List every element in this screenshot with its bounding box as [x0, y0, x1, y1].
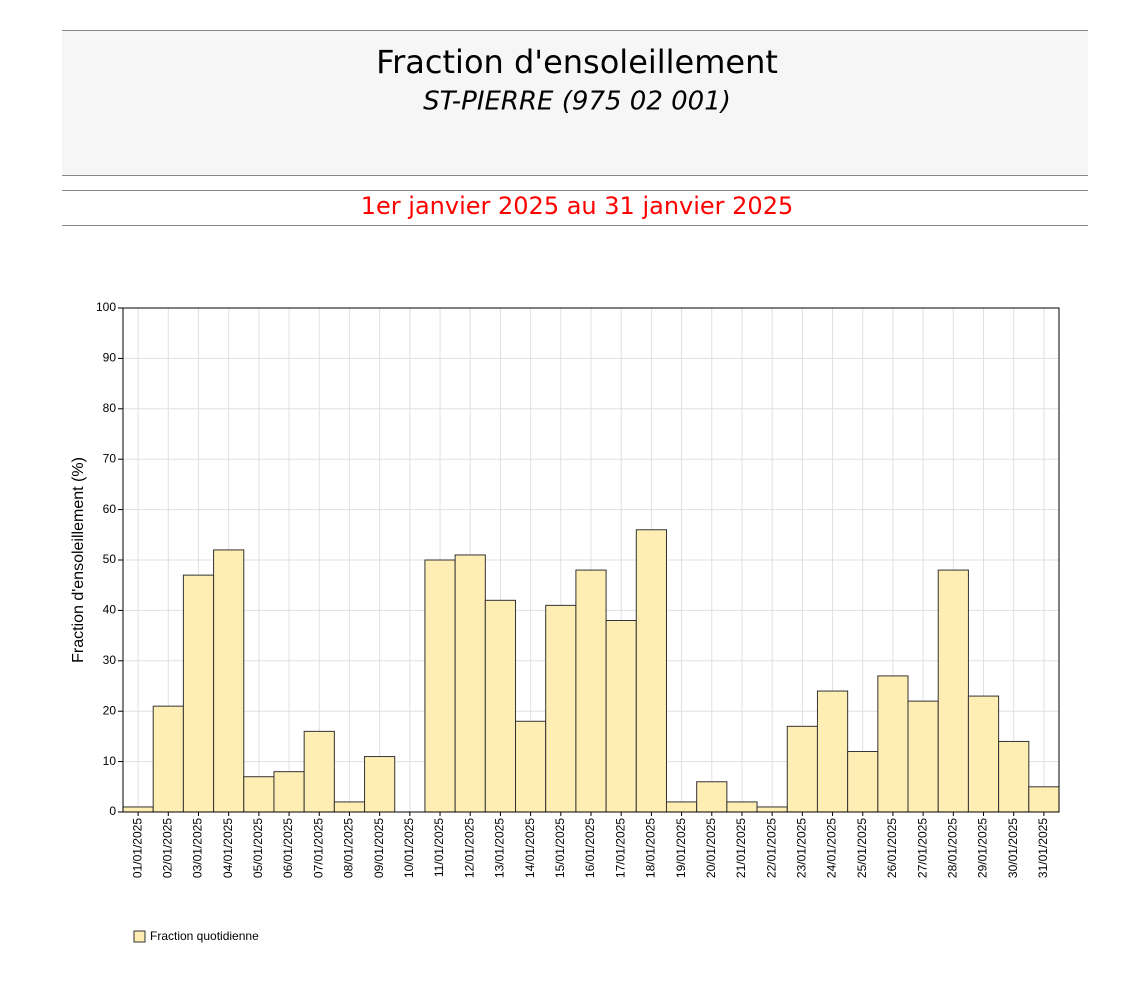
- y-tick-label: 70: [103, 451, 117, 465]
- period: 1er janvier 2025 au 31 janvier 2025: [361, 192, 793, 220]
- x-tick-label: 25/01/2025: [855, 818, 869, 878]
- bar: [545, 604, 577, 813]
- bar: [182, 574, 215, 813]
- x-tick-label: 11/01/2025: [432, 818, 446, 877]
- y-tick-label: 0: [109, 804, 116, 818]
- x-tick-label: 13/01/2025: [493, 818, 507, 878]
- bar: [424, 559, 456, 813]
- y-tick-label: 100: [96, 300, 116, 314]
- bar: [515, 720, 547, 813]
- bar: [333, 801, 366, 813]
- x-tick-label: 05/01/2025: [251, 818, 265, 878]
- x-tick-label: 23/01/2025: [795, 818, 809, 878]
- bar: [847, 751, 879, 813]
- bar: [756, 806, 788, 813]
- x-tick-label: 04/01/2025: [221, 818, 235, 878]
- x-tick-label: 02/01/2025: [160, 818, 174, 878]
- bar: [303, 730, 335, 813]
- x-tick-label: 29/01/2025: [976, 818, 990, 878]
- y-tick-label: 10: [103, 754, 117, 768]
- bar: [484, 599, 517, 813]
- x-tick-label: 09/01/2025: [372, 818, 386, 878]
- y-axis-label: Fraction d'ensoleillement (%): [70, 457, 87, 663]
- bar: [605, 619, 637, 813]
- bar: [122, 806, 154, 813]
- y-tick-label: 90: [103, 351, 117, 365]
- bar: [575, 569, 607, 813]
- x-tick-label: 14/01/2025: [523, 818, 537, 878]
- bar: [967, 695, 1000, 813]
- title: Fraction d'ensoleillement: [376, 43, 778, 81]
- bar: [665, 801, 698, 813]
- x-tick-label: 21/01/2025: [734, 818, 748, 878]
- x-tick-label: 06/01/2025: [281, 818, 295, 878]
- x-tick-label: 15/01/2025: [553, 818, 567, 878]
- x-tick-label: 28/01/2025: [945, 818, 959, 878]
- bar: [998, 740, 1030, 813]
- bar: [786, 725, 818, 813]
- bar: [213, 549, 245, 813]
- x-tick-label: 18/01/2025: [644, 818, 658, 878]
- y-tick-label: 30: [103, 653, 117, 667]
- x-tick-label: 08/01/2025: [342, 818, 356, 878]
- x-tick-label: 16/01/2025: [583, 818, 597, 878]
- y-tick-label: 60: [103, 502, 117, 516]
- x-tick-label: 20/01/2025: [704, 818, 718, 878]
- x-tick-label: 19/01/2025: [674, 818, 688, 878]
- y-tick-label: 40: [103, 603, 117, 617]
- x-tick-label: 22/01/2025: [764, 818, 778, 878]
- x-tick-label: 30/01/2025: [1006, 818, 1020, 878]
- bar: [877, 675, 909, 813]
- x-tick-label: 24/01/2025: [825, 818, 839, 878]
- legend-label: Fraction quotidienne: [150, 929, 259, 943]
- x-tick-label: 26/01/2025: [885, 818, 899, 878]
- bar: [696, 781, 728, 813]
- legend-swatch: [133, 930, 146, 943]
- y-tick-label: 20: [103, 703, 117, 717]
- bar: [364, 756, 396, 813]
- bar: [273, 771, 305, 813]
- x-tick-label: 27/01/2025: [915, 818, 929, 878]
- subtitle: ST-PIERRE (975 02 001): [423, 87, 731, 117]
- x-tick-label: 01/01/2025: [130, 818, 144, 878]
- x-tick-label: 07/01/2025: [311, 818, 325, 878]
- plot-frame: [122, 307, 1060, 813]
- bar: [937, 569, 969, 813]
- bar: [1028, 786, 1060, 813]
- bar: [454, 554, 486, 813]
- y-tick-label: 80: [103, 401, 117, 415]
- bar: [907, 700, 939, 813]
- header-box: [62, 30, 1088, 175]
- x-tick-label: 03/01/2025: [191, 818, 205, 878]
- bar: [152, 705, 184, 813]
- x-tick-label: 31/01/2025: [1036, 818, 1050, 878]
- bar: [726, 801, 758, 813]
- y-tick-label: 50: [103, 552, 117, 566]
- x-tick-label: 10/01/2025: [402, 818, 416, 878]
- bar: [635, 529, 667, 813]
- x-tick-label: 12/01/2025: [462, 818, 476, 878]
- bar: [243, 776, 275, 813]
- bar: [816, 690, 849, 813]
- x-tick-label: 17/01/2025: [613, 818, 627, 878]
